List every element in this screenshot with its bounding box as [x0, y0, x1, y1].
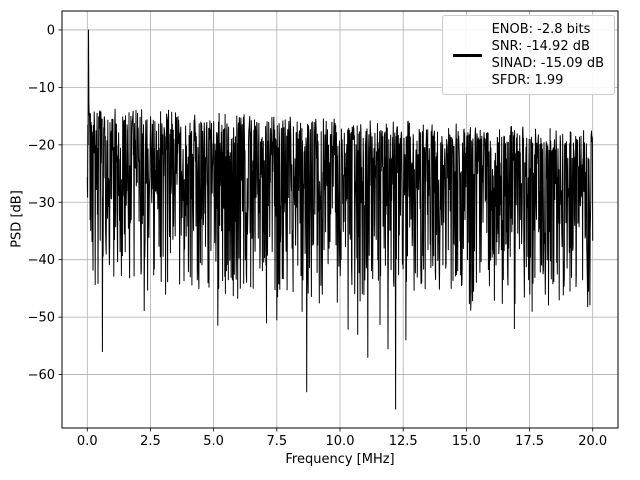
legend-entry-sfdr: SFDR: 1.99 — [491, 73, 564, 88]
x-tick-label: 2.5 — [140, 434, 161, 449]
x-tick-label: 10.0 — [326, 434, 355, 449]
legend-entry-sinad: SINAD: -15.09 dB — [491, 56, 604, 71]
psd-trace — [86, 29, 594, 410]
y-tick-label: −60 — [28, 368, 55, 383]
x-tick-label: 15.0 — [452, 434, 481, 449]
legend-line-sample-icon — [452, 53, 482, 57]
y-tick-label: −50 — [28, 311, 55, 326]
x-tick-label: 5.0 — [203, 434, 224, 449]
x-tick-label: 7.5 — [266, 434, 287, 449]
y-tick-label: −20 — [28, 138, 55, 153]
x-tick-label: 12.5 — [389, 434, 418, 449]
psd-line — [86, 29, 594, 410]
y-tick-label: −10 — [28, 81, 55, 96]
legend: ENOB: -2.8 bits SNR: -14.92 dB SINAD: -1… — [441, 15, 615, 95]
axis-ticks: 0.0 2.5 5.0 7.5 10.0 12.5 15.0 17.5 20.0 0 −10 −20 −… — [28, 23, 608, 449]
y-tick-label: −30 — [28, 196, 55, 211]
x-axis-label: Frequency [MHz] — [285, 452, 395, 467]
legend-entry-enob: ENOB: -2.8 bits — [491, 22, 591, 37]
y-tick-label: −40 — [28, 253, 55, 268]
legend-entry-snr: SNR: -14.92 dB — [491, 39, 590, 54]
y-axis-label: PSD [dB] — [9, 190, 25, 248]
legend-text-block: ENOB: -2.8 bits SNR: -14.92 dB SINAD: -1… — [492, 21, 604, 89]
x-tick-label: 17.5 — [515, 434, 544, 449]
x-tick-label: 0.0 — [77, 434, 98, 449]
y-tick-label: 0 — [47, 23, 55, 38]
x-tick-label: 20.0 — [578, 434, 607, 449]
